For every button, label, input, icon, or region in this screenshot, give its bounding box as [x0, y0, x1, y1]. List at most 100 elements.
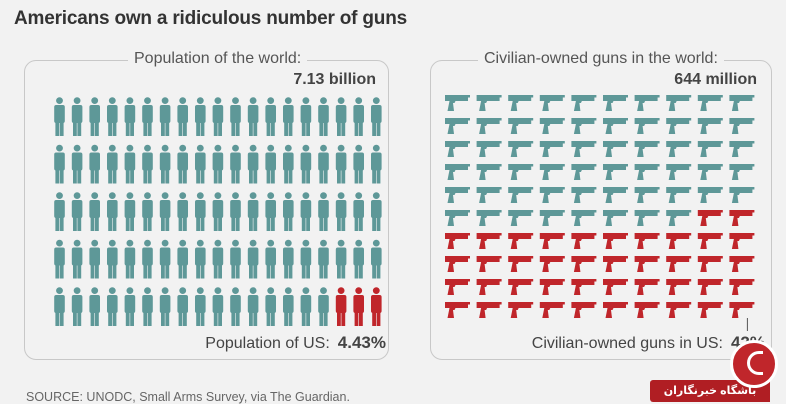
person-icon	[212, 287, 224, 326]
person-icon	[195, 239, 206, 279]
population-panel-heading: Population of the world:	[128, 50, 308, 68]
person-icon	[177, 239, 188, 279]
pistol-icon	[445, 187, 470, 203]
pistol-icon	[697, 118, 723, 134]
pistol-icon	[476, 302, 502, 318]
pistol-icon	[508, 233, 534, 249]
pistol-icon	[571, 187, 597, 203]
person-icon	[265, 192, 276, 231]
person-icon	[54, 192, 65, 231]
person-icon	[371, 239, 382, 279]
person-icon	[142, 239, 153, 279]
source-note: SOURCE: UNODC, Small Arms Survey, via Th…	[26, 390, 350, 404]
person-icon	[124, 144, 136, 184]
person-icon	[335, 97, 347, 136]
person-icon	[283, 192, 294, 231]
pistol-icon	[666, 210, 692, 226]
person-icon	[318, 144, 329, 184]
pistol-icon	[476, 95, 502, 111]
person-icon	[318, 239, 329, 279]
person-icon	[247, 97, 259, 136]
person-icon	[142, 97, 153, 136]
pistol-icon	[571, 141, 597, 157]
pistol-icon	[539, 256, 565, 272]
pistol-icon	[729, 210, 755, 226]
pistol-icon	[539, 118, 565, 134]
pistol-icon	[539, 164, 565, 180]
person-icon	[212, 192, 224, 231]
person-icon	[353, 144, 364, 184]
pistol-icon	[539, 141, 565, 157]
pistol-icon	[603, 95, 628, 111]
pistol-icon	[476, 210, 502, 226]
pistol-icon	[697, 141, 723, 157]
person-icon	[230, 97, 241, 136]
pistol-icon	[445, 164, 470, 180]
person-icon	[283, 97, 294, 136]
person-icon	[335, 192, 347, 231]
pistol-icon	[508, 256, 534, 272]
person-icon	[300, 97, 312, 136]
pistol-icon	[603, 118, 628, 134]
guns-share-row: Civilian-owned guns in US:42%	[532, 333, 765, 353]
person-icon	[54, 97, 65, 136]
person-icon	[300, 287, 312, 326]
person-icon	[247, 144, 259, 184]
pistol-icon	[476, 279, 502, 295]
person-icon	[212, 239, 224, 279]
person-icon	[230, 239, 241, 279]
pistol-icon	[697, 210, 723, 226]
pistol-icon	[603, 187, 628, 203]
population-total: 7.13 billion	[293, 71, 376, 88]
pistol-icon	[445, 256, 470, 272]
pistol-icon	[634, 141, 660, 157]
person-icon	[177, 144, 188, 184]
pistol-icon	[603, 256, 628, 272]
person-icon	[177, 97, 188, 136]
pistol-icon	[571, 256, 597, 272]
pistol-icon	[697, 164, 723, 180]
pistol-icon	[508, 141, 534, 157]
pistol-icon	[603, 164, 628, 180]
pistol-icon	[666, 302, 692, 318]
person-icon	[335, 287, 347, 326]
person-icon	[71, 287, 83, 326]
person-icon	[142, 144, 153, 184]
pistol-icon	[666, 164, 692, 180]
pistol-icon	[508, 95, 534, 111]
person-icon	[247, 287, 259, 326]
person-icon	[265, 287, 276, 326]
watermark-logo-text: باشگاه خبرنگاران	[650, 380, 770, 402]
person-icon	[371, 97, 382, 136]
person-icon	[212, 97, 224, 136]
pistol-icon	[634, 187, 660, 203]
person-icon	[212, 144, 224, 184]
pistol-icon	[539, 95, 565, 111]
person-icon	[371, 192, 382, 231]
person-icon	[371, 144, 382, 184]
person-icon	[159, 192, 171, 231]
pistol-icon	[445, 118, 470, 134]
pistol-icon	[508, 118, 534, 134]
person-icon	[230, 287, 241, 326]
person-icon	[300, 192, 312, 231]
pistol-icon	[729, 187, 755, 203]
pistol-icon	[666, 95, 692, 111]
pistol-icon	[571, 302, 597, 318]
pistol-icon	[571, 233, 597, 249]
pistol-icon	[697, 302, 723, 318]
person-icon	[54, 144, 65, 184]
pistol-icon	[729, 164, 755, 180]
person-icon	[318, 97, 329, 136]
person-icon	[353, 192, 364, 231]
person-icon	[71, 239, 83, 279]
guns-pictogram	[445, 95, 755, 331]
person-icon	[54, 239, 65, 279]
person-icon	[265, 144, 276, 184]
person-icon	[300, 144, 312, 184]
pistol-icon	[445, 279, 470, 295]
person-icon	[89, 239, 100, 279]
person-icon	[353, 239, 364, 279]
person-icon	[230, 192, 241, 231]
pistol-icon	[634, 118, 660, 134]
